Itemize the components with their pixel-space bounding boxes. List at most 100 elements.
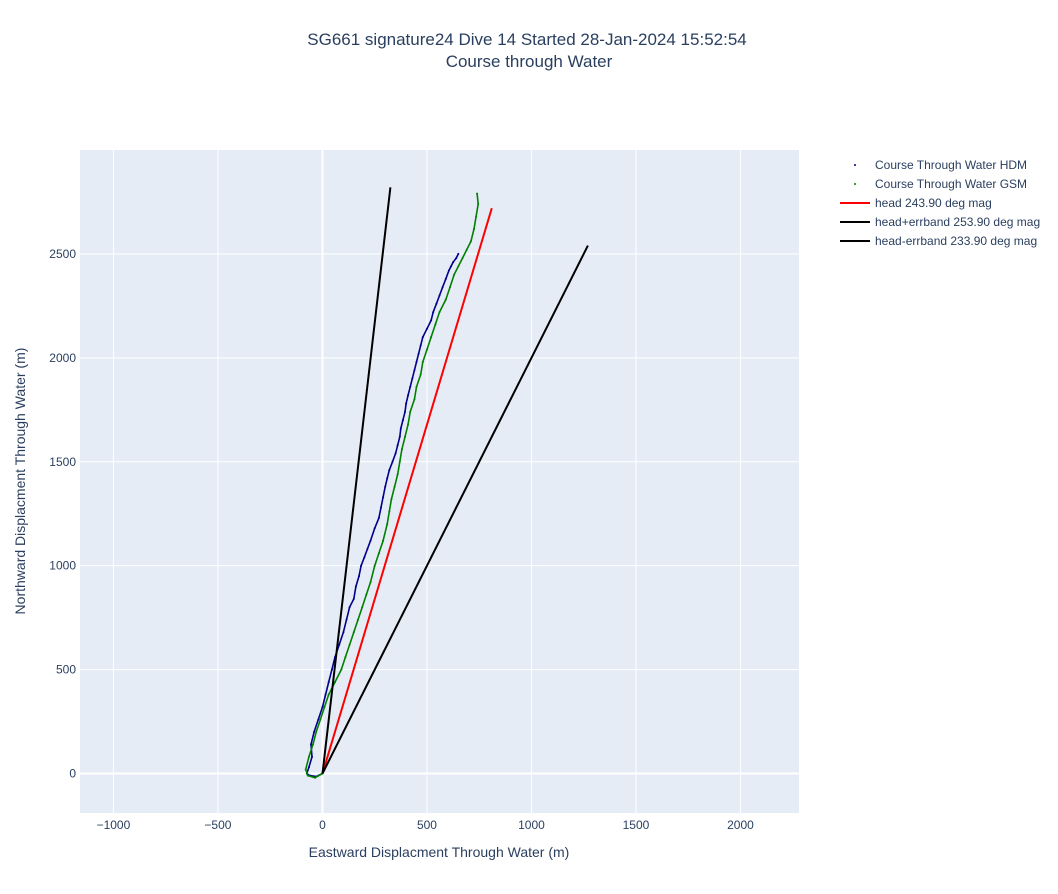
series-point-2 [469, 240, 472, 243]
series-point-1 [310, 743, 312, 746]
series-point-2 [307, 755, 310, 758]
series-point-1 [358, 575, 360, 578]
series-point-1 [338, 643, 341, 646]
series-point-1 [382, 496, 385, 499]
series-point-1 [369, 539, 372, 542]
series-point-1 [380, 506, 382, 509]
series-point-1 [360, 564, 363, 567]
series-point-2 [340, 668, 343, 671]
series-point-1 [311, 755, 313, 758]
series-point-2 [457, 265, 460, 268]
legend[interactable]: Course Through Water HDM Course Through W… [840, 158, 1040, 248]
series-point-1 [405, 402, 408, 405]
legend-label: Course Through Water HDM [875, 158, 1027, 172]
series-point-1 [313, 730, 316, 733]
series-point-2 [314, 776, 317, 779]
legend-item-2[interactable]: Course Through Water GSM [854, 177, 1027, 191]
series-point-2 [327, 693, 330, 696]
series-line-3 [321, 207, 493, 774]
series-point-1 [435, 302, 438, 305]
x-tick-label: 500 [417, 818, 437, 832]
chart-subtitle: Course through Water [446, 52, 613, 71]
plot-area [80, 150, 799, 813]
x-tick-label: −500 [204, 818, 231, 832]
x-axis-title: Eastward Displacment Through Water (m) [309, 844, 570, 860]
series-point-1 [363, 556, 366, 559]
grid-lines [80, 150, 799, 813]
legend-item-5[interactable]: head-errband 233.90 deg mag [840, 234, 1037, 248]
series-point-2 [434, 323, 437, 326]
series-point-2 [476, 192, 479, 195]
y-tick-label: 0 [69, 767, 76, 781]
series-point-2 [319, 718, 322, 721]
series-point-1 [413, 369, 416, 372]
series-point-1 [398, 435, 401, 438]
series-point-2 [407, 423, 410, 426]
legend-label: head 243.90 deg mag [875, 196, 992, 210]
series-point-2 [361, 606, 364, 609]
series-point-2 [473, 228, 475, 230]
series-point-2 [475, 215, 478, 218]
series-point-2 [365, 593, 368, 596]
series-point-2 [357, 618, 359, 621]
y-tick-label: 1500 [49, 455, 76, 469]
series-point-2 [430, 336, 433, 339]
series-point-1 [377, 516, 380, 519]
series-point-1 [317, 718, 320, 721]
x-tick-label: 1000 [518, 818, 545, 832]
series-point-2 [415, 385, 418, 388]
y-tick-label: 2500 [49, 247, 76, 261]
legend-swatch-marker [854, 183, 856, 185]
series-point-1 [409, 385, 412, 388]
series-point-1 [391, 460, 394, 463]
series-point-1 [432, 311, 435, 314]
series-point-1 [384, 485, 387, 488]
series-point-1 [307, 766, 310, 769]
chart-title: SG661 signature24 Dive 14 Started 28-Jan… [307, 30, 746, 49]
x-tick-label: 0 [319, 818, 326, 832]
series-point-2 [465, 248, 468, 251]
series-point-1 [366, 548, 369, 550]
series-point-2 [312, 743, 314, 746]
y-tick-label: 500 [56, 663, 76, 677]
series-point-1 [411, 377, 414, 380]
series-point-2 [390, 498, 393, 501]
series-point-1 [342, 631, 345, 634]
series-line-4 [321, 187, 392, 774]
x-tick-label: −1000 [97, 818, 131, 832]
series-point-1 [399, 427, 402, 430]
series-point-1 [452, 261, 455, 264]
series-point-2 [404, 435, 406, 438]
series-point-1 [373, 527, 376, 530]
series-point-2 [421, 361, 424, 363]
series-point-1 [345, 618, 348, 621]
series-point-1 [417, 352, 420, 355]
series-point-2 [400, 448, 403, 451]
series-point-2 [396, 473, 399, 476]
series-point-2 [398, 460, 401, 463]
legend-item-1[interactable]: Course Through Water HDM [854, 158, 1027, 172]
series-point-1 [394, 452, 397, 455]
series-point-2 [388, 510, 391, 513]
series-point-1 [348, 606, 351, 609]
legend-label: Course Through Water GSM [875, 177, 1027, 191]
series-point-1 [388, 469, 391, 472]
legend-item-4[interactable]: head+errband 253.90 deg mag [840, 215, 1040, 229]
legend-swatch-marker [854, 164, 856, 166]
series-point-2 [315, 730, 318, 733]
series-layer [304, 187, 589, 779]
series-point-1 [327, 681, 330, 684]
series-point-1 [396, 444, 399, 447]
series-point-2 [304, 768, 307, 771]
series-point-1 [401, 419, 404, 422]
legend-item-3[interactable]: head 243.90 deg mag [840, 196, 992, 210]
series-point-1 [457, 252, 460, 255]
series-point-2 [373, 564, 376, 567]
series-point-1 [450, 265, 452, 268]
series-point-1 [324, 693, 327, 696]
series-point-1 [438, 294, 441, 297]
series-point-1 [352, 597, 355, 600]
y-axis-title: Northward Displacment Through Water (m) [12, 348, 28, 615]
series-point-2 [438, 311, 441, 314]
